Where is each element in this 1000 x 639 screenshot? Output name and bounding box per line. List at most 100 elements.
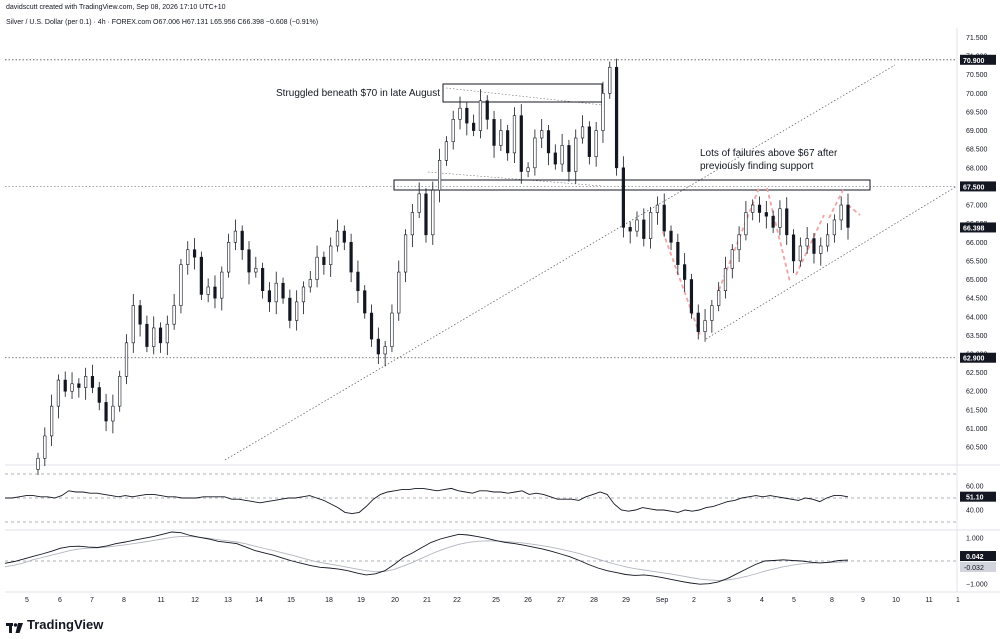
price-tick-label: 67.000 [966, 203, 988, 210]
candle-body [199, 256, 203, 295]
candle-body [655, 204, 660, 213]
time-tick-label: 27 [557, 597, 565, 604]
candle-body [526, 167, 530, 172]
macd-signal-line [4, 535, 849, 581]
candle-body [90, 376, 95, 388]
time-tick-label: 8 [122, 597, 126, 604]
candle-body [145, 323, 149, 347]
candle-body [444, 141, 449, 161]
candle-body [335, 230, 340, 247]
candle-body [621, 167, 625, 228]
candle-body [111, 405, 115, 422]
time-tick-label: 12 [191, 597, 199, 604]
price-tick-label: 71.500 [966, 35, 988, 42]
price-tick-label: 64.000 [966, 314, 988, 321]
time-tick-label: 3 [727, 597, 731, 604]
candle-body [730, 249, 734, 269]
candle-body [737, 234, 741, 251]
candle-body [104, 402, 108, 422]
candle-body [240, 230, 244, 251]
candle-body [295, 301, 299, 321]
price-tick-label: 70.500 [966, 72, 988, 79]
candle-body [56, 379, 61, 407]
tradingview-logo[interactable]: TradingView [6, 617, 103, 633]
candle-body [587, 126, 591, 157]
path-arrow-0 [662, 231, 701, 336]
candle-body [349, 241, 353, 273]
candle-body [369, 312, 374, 340]
candle-body [267, 290, 272, 303]
rsi-line [5, 487, 849, 515]
candle-body [649, 212, 653, 239]
candle-body [254, 268, 258, 273]
candle-body [601, 93, 605, 131]
price-tick-label: 61.500 [966, 407, 988, 414]
candle-body [825, 234, 830, 247]
time-tick-label: 2 [692, 597, 696, 604]
signal-current-label: -0.032 [964, 565, 984, 572]
candle-body [226, 241, 231, 273]
time-tick-label: 18 [325, 597, 333, 604]
price-tick-label: 65.000 [966, 277, 988, 284]
candle-body [506, 130, 510, 154]
annotation-boxes [393, 83, 871, 191]
time-tick-label: 19 [357, 597, 365, 604]
time-tick-label: 5 [792, 597, 796, 604]
path-arrow-5 [847, 204, 861, 216]
candle-body [274, 282, 278, 303]
price-tick-label: 62.000 [966, 389, 988, 396]
candle-body [247, 249, 251, 273]
macd-current-label: 0.042 [966, 554, 984, 561]
time-tick-label: Sep [656, 597, 669, 604]
candle-body [744, 212, 748, 236]
annotation-failures-line1: Lots of failures above $67 after [700, 148, 838, 159]
price-label: 70.900 [963, 58, 985, 65]
candle-body [791, 234, 796, 262]
time-axis: 5 6 7 8 11 12 13 14 15 18 19 20 21 22 25 26 27 28 29 Sep 2 3 4… [25, 597, 960, 604]
price-tick-label: 69.000 [966, 128, 988, 135]
macd-pane: −1.000 1.000 0.042 -0.032 [4, 531, 996, 589]
candle-body [764, 212, 768, 217]
candle-body [560, 145, 564, 165]
candle-body [778, 208, 782, 228]
price-label-bg [960, 222, 996, 233]
time-tick-label: 15 [287, 597, 295, 604]
candle-body [574, 137, 578, 172]
trendlines [224, 64, 958, 461]
candle-body [301, 286, 306, 303]
candle-body [798, 245, 802, 262]
rsi-tick-label: 60.00 [966, 484, 984, 491]
time-tick-label: 29 [622, 597, 630, 604]
candle-body [390, 312, 394, 347]
candle-body [805, 238, 809, 247]
time-tick-label: 14 [255, 597, 263, 604]
candle-body [533, 137, 537, 169]
time-tick-label: 26 [524, 597, 532, 604]
price-label: 66.398 [963, 225, 985, 232]
candle-body [710, 305, 714, 321]
time-tick-label: 21 [423, 597, 431, 604]
candle-body [50, 405, 54, 437]
candle-body [437, 160, 442, 191]
candle-body [465, 107, 469, 124]
candle-body [165, 323, 169, 344]
candle-body [261, 268, 265, 291]
candle-body [485, 100, 489, 120]
candle-body [771, 215, 775, 228]
candle-body [669, 230, 673, 243]
candle-body [124, 342, 129, 377]
rsi-current-bg [960, 491, 996, 502]
macd-current-bg [960, 551, 996, 562]
candle-body [179, 264, 183, 306]
gridlines [5, 28, 1000, 593]
candle-body [812, 238, 816, 254]
candle-body [97, 387, 101, 403]
rsi-pane: 40.00 60.00 51.10 [5, 473, 996, 523]
price-tick-label: 64.500 [966, 296, 988, 303]
candles [36, 58, 850, 476]
candle-body [785, 208, 789, 236]
candle-body [417, 193, 421, 213]
time-tick-label: 25 [492, 597, 500, 604]
candle-body [158, 327, 163, 344]
candle-body [431, 189, 435, 236]
